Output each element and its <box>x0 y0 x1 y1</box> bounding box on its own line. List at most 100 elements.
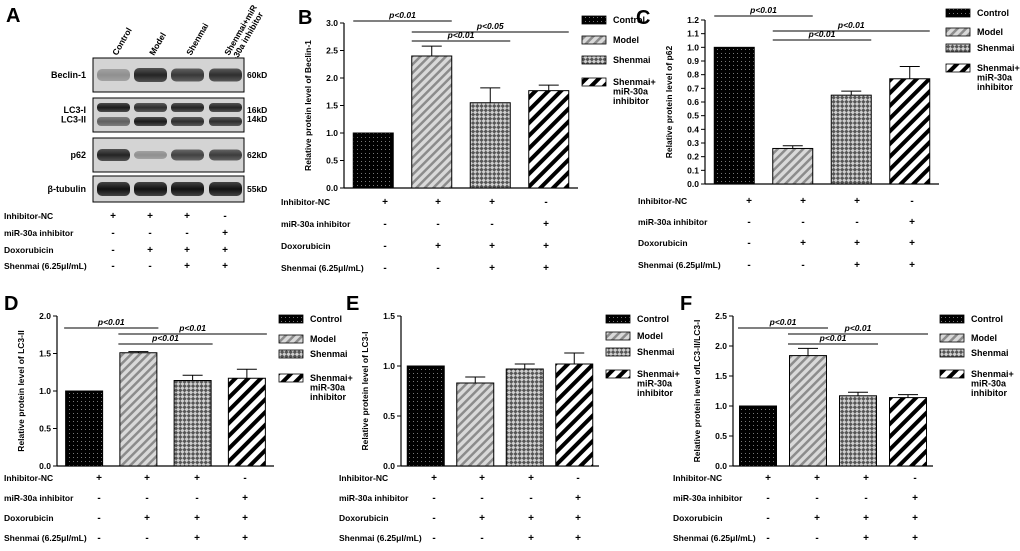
condition-sign: + <box>489 197 495 208</box>
legend-swatch <box>581 15 607 25</box>
bar-control <box>352 132 394 189</box>
condition-sign: - <box>432 513 435 524</box>
panel-letter-b: B <box>298 7 312 29</box>
condition-sign: + <box>543 241 549 252</box>
condition-sign: - <box>576 473 579 484</box>
text-line: miR-30a <box>613 86 649 96</box>
condition-sign: + <box>800 196 806 207</box>
condition-label: Inhibitor-NC <box>673 473 722 483</box>
condition-label: Shenmai (6.25μl/mL) <box>339 533 422 543</box>
text-line: miR-30a <box>310 382 346 392</box>
condition-sign: - <box>480 493 483 504</box>
y-tick-label: 0.5 <box>687 111 699 121</box>
y-tick-label: 1.5 <box>326 101 338 111</box>
condition-sign: + <box>242 513 248 524</box>
legend-label: Model <box>971 333 997 343</box>
legend-label: Model <box>637 331 663 341</box>
condition-sign: - <box>480 533 483 544</box>
y-tick-label: 1.1 <box>687 29 699 39</box>
condition-sign: + <box>543 219 549 230</box>
condition-sign: - <box>97 493 100 504</box>
condition-label: Inhibitor-NC <box>4 211 53 221</box>
text-line: inhibitor <box>613 96 649 106</box>
bar-model <box>119 352 158 467</box>
condition-sign: + <box>184 261 190 272</box>
condition-sign: + <box>489 241 495 252</box>
bar-charts: B 0.0 0.5 1.0 1.5 2.0 2.5 3.0 Relative protein l… <box>4 5 1020 544</box>
y-tick-label: 0.8 <box>687 70 699 80</box>
blot-size-label: 62kD <box>247 150 267 160</box>
legend-swatch <box>945 43 971 53</box>
condition-sign: + <box>242 493 248 504</box>
condition-sign: + <box>909 217 915 228</box>
condition-sign: + <box>909 238 915 249</box>
condition-sign: + <box>110 211 116 222</box>
legend-label: Model <box>977 27 1003 37</box>
text-line: Shenmai+ <box>977 63 1020 73</box>
chart-f: F 0.0 0.5 1.0 1.5 2.0 2.5 Relative protein leve… <box>673 293 1014 544</box>
condition-sign: + <box>543 263 549 274</box>
blot-band <box>209 182 242 196</box>
y-tick-label: 1.0 <box>383 361 395 371</box>
condition-sign: - <box>436 263 439 274</box>
bar-model <box>772 147 814 185</box>
blot-lane-label: Model <box>147 31 168 57</box>
bar-shenmai <box>505 368 544 467</box>
legend-swatch <box>581 55 607 65</box>
legend-swatch <box>605 347 631 357</box>
condition-sign: + <box>489 263 495 274</box>
condition-sign: - <box>111 261 114 272</box>
y-tick-label: 0.9 <box>687 56 699 66</box>
blot-lane-labels: Control Model Shenmai Shenmai+miR-30a inhib… <box>110 3 265 61</box>
condition-sign: - <box>855 217 858 228</box>
condition-sign: - <box>383 241 386 252</box>
condition-sign: + <box>242 533 248 544</box>
condition-sign: - <box>766 513 769 524</box>
condition-sign: - <box>544 197 547 208</box>
y-axis-label: Relative protein level of p62 <box>664 46 674 159</box>
condition-sign: - <box>223 211 226 222</box>
legend-swatch <box>939 369 965 379</box>
blot-lane-label: Shenmai <box>184 21 210 57</box>
y-tick-label: 2.0 <box>39 311 51 321</box>
blot-lane-label: Control <box>110 26 134 57</box>
legend-swatch <box>605 369 631 379</box>
blot-band <box>97 103 130 112</box>
legend-swatch <box>945 63 971 73</box>
condition-sign: + <box>863 513 869 524</box>
chart-c: C 0.0 0.1 0.2 0.3 0.4 0.5 0.6 0.7 0.8 0.9 1.0 1.1 1.2… <box>636 5 1020 271</box>
condition-label: Doxorubicin <box>638 238 688 248</box>
bar-shenmai <box>173 380 212 467</box>
bar-model <box>411 55 453 189</box>
y-tick-label: 0.0 <box>715 461 727 471</box>
significance-label: p<0.01 <box>749 5 777 15</box>
condition-sign: + <box>814 473 820 484</box>
y-tick-label: 2.5 <box>715 311 727 321</box>
condition-sign: + <box>147 245 153 256</box>
condition-sign: - <box>97 533 100 544</box>
condition-sign: + <box>765 473 771 484</box>
significance-label: p<0.01 <box>844 323 872 333</box>
blot-protein-label: LC3-I LC3-II <box>61 105 86 124</box>
chart-e: E 0.0 0.5 1.0 1.5 Relative protein level of L… <box>339 293 680 544</box>
legend-label: Shenmai <box>637 347 675 357</box>
bar-control <box>65 390 104 467</box>
significance-label: p<0.01 <box>447 30 475 40</box>
y-tick-label: 1.0 <box>39 386 51 396</box>
condition-sign: - <box>111 245 114 256</box>
blot-size-label: 60kD <box>247 70 267 80</box>
condition-sign: + <box>194 513 200 524</box>
text-line: inhibitor <box>977 82 1013 92</box>
condition-sign: - <box>815 533 818 544</box>
condition-sign: + <box>575 493 581 504</box>
blot-band <box>97 182 130 196</box>
condition-sign: + <box>863 533 869 544</box>
condition-sign: + <box>435 241 441 252</box>
y-axis-label: Relative protein level of LC3-I <box>360 331 370 450</box>
blot-protein-label: Beclin-1 <box>51 70 86 80</box>
condition-sign: - <box>145 533 148 544</box>
condition-sign: - <box>490 219 493 230</box>
text-line: Shenmai+ <box>971 369 1014 379</box>
condition-sign: - <box>815 493 818 504</box>
condition-sign: - <box>747 217 750 228</box>
